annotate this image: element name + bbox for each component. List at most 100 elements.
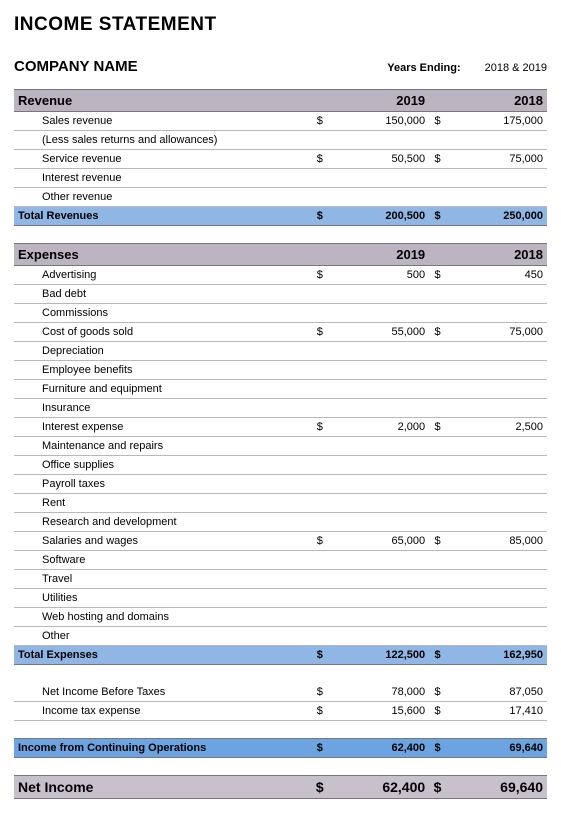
line-label: Research and development xyxy=(14,513,311,532)
income-statement-table: Revenue20192018Sales revenue$150,000$175… xyxy=(14,89,547,799)
value-a xyxy=(328,342,429,361)
value-b xyxy=(446,399,547,418)
currency-b xyxy=(429,608,446,627)
currency-a: $ xyxy=(311,683,328,702)
after-label: Income tax expense xyxy=(14,701,311,720)
value-b xyxy=(446,570,547,589)
currency-a xyxy=(311,437,328,456)
value-b xyxy=(446,285,547,304)
currency-b xyxy=(429,551,446,570)
value-a xyxy=(328,131,429,150)
value-b xyxy=(446,608,547,627)
after-b: 17,410 xyxy=(446,701,547,720)
currency-a xyxy=(311,361,328,380)
currency-b xyxy=(429,304,446,323)
value-a xyxy=(328,627,429,646)
value-a xyxy=(328,570,429,589)
currency-b: $ xyxy=(429,418,446,437)
header-row: COMPANY NAME Years Ending: 2018 & 2019 xyxy=(14,58,547,75)
years-ending-label: Years Ending: xyxy=(387,62,460,74)
line-label: Insurance xyxy=(14,399,311,418)
value-a: 500 xyxy=(328,266,429,285)
value-b xyxy=(446,169,547,188)
subtotal-a: 122,500 xyxy=(328,646,429,665)
company-name: COMPANY NAME xyxy=(14,58,387,75)
subtotal-a: 62,400 xyxy=(328,775,429,798)
value-a xyxy=(328,304,429,323)
currency-a xyxy=(311,589,328,608)
after-b: 87,050 xyxy=(446,683,547,702)
value-a xyxy=(328,456,429,475)
value-a xyxy=(328,399,429,418)
value-a xyxy=(328,608,429,627)
currency-b xyxy=(429,570,446,589)
subtotal-label: Income from Continuing Operations xyxy=(14,738,311,757)
document-title: INCOME STATEMENT xyxy=(14,14,547,36)
value-b: 450 xyxy=(446,266,547,285)
value-a: 65,000 xyxy=(328,532,429,551)
line-label: Advertising xyxy=(14,266,311,285)
line-label: Sales revenue xyxy=(14,112,311,131)
currency-b xyxy=(429,437,446,456)
line-label: (Less sales returns and allowances) xyxy=(14,131,311,150)
value-a: 2,000 xyxy=(328,418,429,437)
years-ending-value: 2018 & 2019 xyxy=(485,62,547,74)
currency-a: $ xyxy=(311,775,328,798)
value-b xyxy=(446,361,547,380)
currency-b xyxy=(429,169,446,188)
value-b: 75,000 xyxy=(446,323,547,342)
line-label: Interest expense xyxy=(14,418,311,437)
value-b xyxy=(446,304,547,323)
value-b xyxy=(446,188,547,207)
year-b: 2018 xyxy=(446,244,547,266)
currency-b xyxy=(429,494,446,513)
after-a: 78,000 xyxy=(328,683,429,702)
currency-a: $ xyxy=(311,418,328,437)
value-b xyxy=(446,475,547,494)
currency-b xyxy=(429,131,446,150)
currency-a: $ xyxy=(311,112,328,131)
currency-b xyxy=(429,380,446,399)
line-label: Rent xyxy=(14,494,311,513)
subtotal-a: 62,400 xyxy=(328,738,429,757)
value-b: 2,500 xyxy=(446,418,547,437)
currency-a xyxy=(311,304,328,323)
value-b xyxy=(446,513,547,532)
currency-b: $ xyxy=(429,112,446,131)
currency-a: $ xyxy=(311,701,328,720)
value-b xyxy=(446,380,547,399)
currency-b: $ xyxy=(429,323,446,342)
value-a xyxy=(328,475,429,494)
subtotal-label: Total Expenses xyxy=(14,646,311,665)
line-label: Other xyxy=(14,627,311,646)
currency-a xyxy=(311,513,328,532)
currency-b xyxy=(429,513,446,532)
value-b xyxy=(446,627,547,646)
value-b xyxy=(446,589,547,608)
currency-a: $ xyxy=(311,532,328,551)
currency-a xyxy=(311,285,328,304)
line-label: Depreciation xyxy=(14,342,311,361)
year-a: 2019 xyxy=(328,90,429,112)
value-b xyxy=(446,437,547,456)
subtotal-b: 69,640 xyxy=(446,775,547,798)
currency-b: $ xyxy=(429,775,446,798)
line-label: Payroll taxes xyxy=(14,475,311,494)
value-a xyxy=(328,361,429,380)
currency-a xyxy=(311,494,328,513)
value-a: 55,000 xyxy=(328,323,429,342)
currency-b: $ xyxy=(429,683,446,702)
year-a: 2019 xyxy=(328,244,429,266)
currency-b: $ xyxy=(429,738,446,757)
value-a xyxy=(328,551,429,570)
subtotal-b: 250,000 xyxy=(446,207,547,226)
currency-a xyxy=(311,475,328,494)
currency-a xyxy=(311,456,328,475)
line-label: Furniture and equipment xyxy=(14,380,311,399)
year-b: 2018 xyxy=(446,90,547,112)
value-b xyxy=(446,494,547,513)
currency-b xyxy=(429,627,446,646)
value-a xyxy=(328,380,429,399)
line-label: Other revenue xyxy=(14,188,311,207)
currency-b: $ xyxy=(429,150,446,169)
